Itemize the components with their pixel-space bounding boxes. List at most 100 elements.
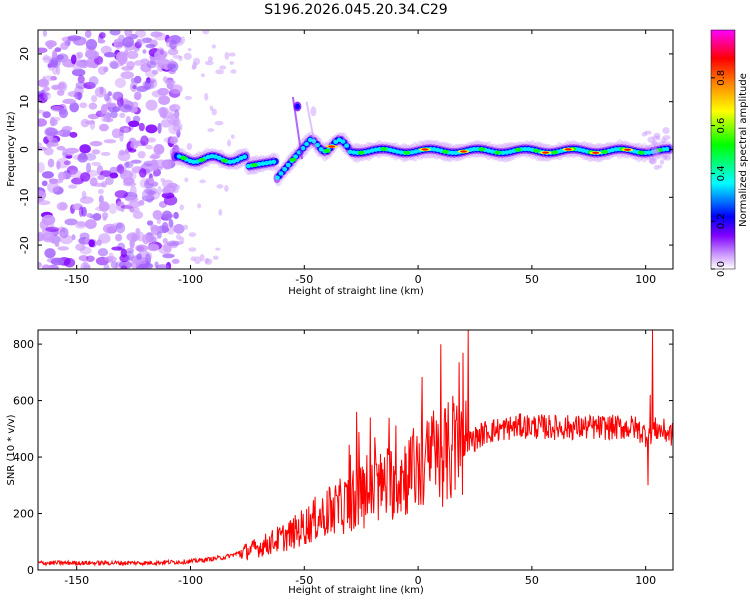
noise-blob [41, 264, 51, 269]
noise-blob [45, 40, 57, 48]
signal-hotspot [494, 150, 502, 155]
signal-core [213, 154, 218, 159]
noise-blob [145, 79, 156, 84]
bottom-y-tick-label: 600 [13, 395, 34, 408]
noise-blob [153, 144, 165, 155]
noise-blob [128, 120, 140, 128]
signal-core [398, 150, 404, 155]
noise-blob [130, 159, 142, 164]
noise-blob [38, 118, 47, 127]
noise-blob [109, 30, 121, 36]
noise-blob [88, 239, 95, 248]
signal-core [293, 154, 299, 159]
signal-core [646, 150, 652, 155]
noise-blob [120, 265, 128, 269]
signal-core [373, 147, 379, 152]
noise-blob [129, 207, 135, 213]
noise-blob [89, 140, 103, 147]
noise-blob [188, 232, 197, 237]
noise-blob [188, 247, 197, 252]
signal-core [264, 160, 269, 166]
signal-core [267, 160, 273, 165]
noise-blob [145, 43, 156, 49]
noise-blob [114, 190, 128, 199]
signal-hotspot [637, 150, 645, 155]
noise-blob [119, 112, 126, 119]
noise-blob [172, 124, 182, 132]
noise-blob [74, 220, 87, 229]
signal-hotspot [403, 150, 411, 155]
noise-blob [219, 65, 227, 70]
noise-blob [216, 184, 224, 189]
noise-blob [138, 199, 145, 206]
signal-core [387, 147, 393, 153]
noise-blob [79, 102, 88, 109]
bottom-y-tick-label: 0 [27, 564, 34, 577]
noise-blob [147, 243, 160, 252]
noise-blob [44, 248, 56, 259]
noise-blob [230, 134, 235, 139]
signal-core [271, 159, 277, 164]
noise-blob [41, 180, 48, 187]
noise-blob [79, 144, 91, 154]
top-x-tick-label: 50 [525, 273, 539, 286]
noise-blob [168, 104, 177, 113]
noise-blob [162, 237, 168, 244]
noise-blob [115, 222, 126, 234]
noise-blob [126, 232, 140, 242]
noise-blob [56, 54, 64, 60]
noise-blob [38, 200, 51, 206]
top-y-tick-label: 0 [18, 146, 31, 153]
noise-blob [88, 76, 99, 86]
signal-core [522, 146, 528, 152]
noise-blob [157, 122, 162, 134]
noise-blob [138, 122, 145, 132]
noise-blob [123, 104, 131, 110]
noise-blob [204, 60, 214, 66]
noise-blob [99, 170, 112, 178]
snr-frame [37, 329, 674, 571]
noise-blob [56, 202, 68, 211]
noise-blob [79, 196, 94, 204]
top-y-axis-label: Frequency (Hz) [6, 111, 17, 187]
signal-hotspot [180, 156, 188, 161]
noise-blob [129, 81, 138, 93]
noise-blob [172, 119, 177, 125]
noise-blob [211, 44, 216, 49]
noise-blob [101, 212, 109, 219]
noise-blob [171, 224, 181, 231]
noise-blob [150, 31, 163, 38]
signal-hotspot [250, 163, 258, 168]
noise-blob [68, 170, 83, 178]
noise-blob [85, 255, 95, 262]
noise-blob [156, 47, 165, 55]
colorbar-tick-label: 0.0 [716, 261, 727, 277]
noise-blob [152, 209, 163, 220]
noise-blob [174, 109, 180, 119]
noise-blob [97, 188, 104, 195]
noise-blob [105, 176, 114, 186]
noise-blob [76, 39, 87, 45]
noise-blob [38, 162, 45, 173]
noise-blob [126, 254, 132, 262]
noise-blob [218, 209, 223, 216]
signal-core [435, 147, 441, 153]
noise-blob [75, 243, 86, 251]
noise-blob [98, 32, 106, 39]
noise-blob [161, 192, 175, 199]
noise-blob [38, 261, 43, 268]
noise-blob [120, 71, 135, 79]
noise-blob [94, 86, 107, 98]
noise-blob [56, 160, 61, 170]
top-x-tick-label: -100 [178, 273, 203, 286]
noise-blob [146, 60, 157, 69]
noise-blob [207, 56, 213, 62]
noise-blob [158, 95, 171, 106]
noise-blob [57, 82, 66, 90]
noise-blob [212, 255, 219, 260]
noise-blob [86, 213, 93, 218]
noise-blob [156, 231, 162, 239]
noise-blob [173, 211, 179, 220]
